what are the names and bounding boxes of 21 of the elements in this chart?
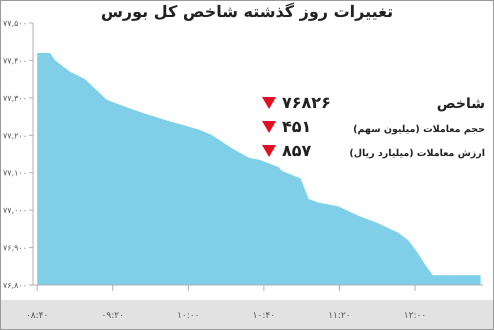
x-tick-label: ۰۸:۴۰ [26,311,48,321]
y-tick-label: ۷۷,۰۰۰ [2,206,27,216]
annotation: ۷۶۸۲۶ [282,93,331,112]
y-tick-label: ۷۶,۹۰۰ [2,244,27,253]
y-tick-label: ۷۷,۱۰۰ [2,168,27,178]
x-tick-label: ۱۲:۰۰ [404,311,426,321]
x-tick-label: ۰۹:۲۰ [102,311,124,321]
y-tick-label: ۷۶,۸۰۰ [2,281,27,290]
annotation: ۸۵۷ [282,141,312,160]
y-tick-label: ۷۷,۵۰۰ [2,19,27,28]
annotation: حجم معاملات (میلیون سهم) [353,124,485,135]
x-tick-label: ۱۰:۰۰ [177,311,200,321]
y-tick-label: ۷۷,۳۰۰ [2,94,27,103]
annotation: ۴۵۱ [282,117,312,136]
chart-title: تغییرات روز گذشته شاخص کل بورس [100,2,394,21]
annotation: شاخص [436,96,485,112]
y-tick-label: ۷۷,۲۰۰ [2,131,27,140]
x-tick-label: ۱۱:۲۰ [328,311,351,321]
x-tick-label: ۱۰:۴۰ [252,311,276,321]
y-tick-label: ۷۷,۴۰۰ [2,56,27,66]
annotation: ارزش معاملات (میلیارد ریال) [349,148,485,159]
